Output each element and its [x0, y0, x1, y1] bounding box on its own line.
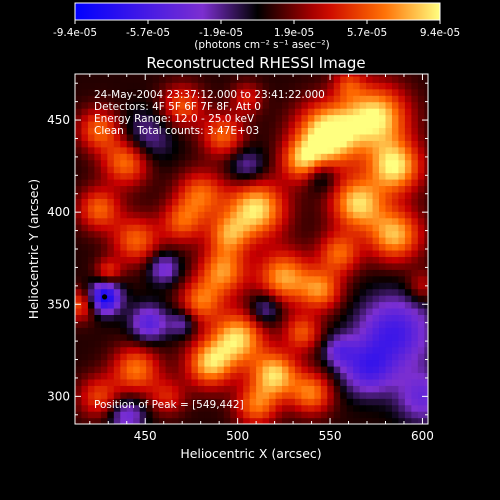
x-tick-label: 550 [319, 429, 342, 443]
annotation-peak-position: Position of Peak = [549,442] [94, 399, 244, 411]
x-axis: 450 500 550 600 [89, 74, 434, 443]
colorbar-tick-label: -1.9e-05 [199, 27, 243, 39]
colorbar [74, 2, 441, 21]
heatmap-image [75, 74, 428, 424]
colorbar-ticks: -9.4e-05 -5.7e-05 -1.9e-05 1.9e-05 5.7e-05 9.… [53, 20, 460, 39]
x-tick-label: 600 [411, 429, 434, 443]
colorbar-tick-label: 1.9e-05 [274, 27, 314, 39]
annotation-time: 24-May-2004 23:37:12.000 to 23:41:22.000 [94, 89, 325, 101]
min-marker-dot [101, 294, 108, 300]
annotation-energy: Energy Range: 12.0 - 25.0 keV [94, 113, 255, 125]
min-marker [101, 294, 108, 300]
x-axis-label: Heliocentric X (arcsec) [180, 446, 321, 461]
colorbar-unit-label: (photons cm⁻² s⁻¹ asec⁻²) [194, 39, 329, 51]
y-tick-label: 300 [47, 389, 70, 403]
y-axis: 300 350 400 450 [47, 82, 428, 416]
y-tick-label: 450 [47, 113, 70, 127]
colorbar-tick-label: 5.7e-05 [347, 27, 387, 39]
y-tick-label: 400 [47, 205, 70, 219]
colorbar-tick-label: -5.7e-05 [126, 27, 170, 39]
y-axis-label: Heliocentric Y (arcsec) [26, 179, 41, 319]
annotation-clean-counts: Clean Total counts: 3.47E+03 [94, 125, 259, 137]
chart-title: Reconstructed RHESSI Image [146, 54, 365, 72]
colorbar-tick-label: -9.4e-05 [53, 27, 97, 39]
colorbar-tick-label: 9.4e-05 [420, 27, 460, 39]
x-tick-label: 500 [226, 429, 249, 443]
y-tick-label: 350 [47, 297, 70, 311]
x-tick-label: 450 [134, 429, 157, 443]
annotation-detectors: Detectors: 4F 5F 6F 7F 8F, Att 0 [94, 101, 261, 113]
